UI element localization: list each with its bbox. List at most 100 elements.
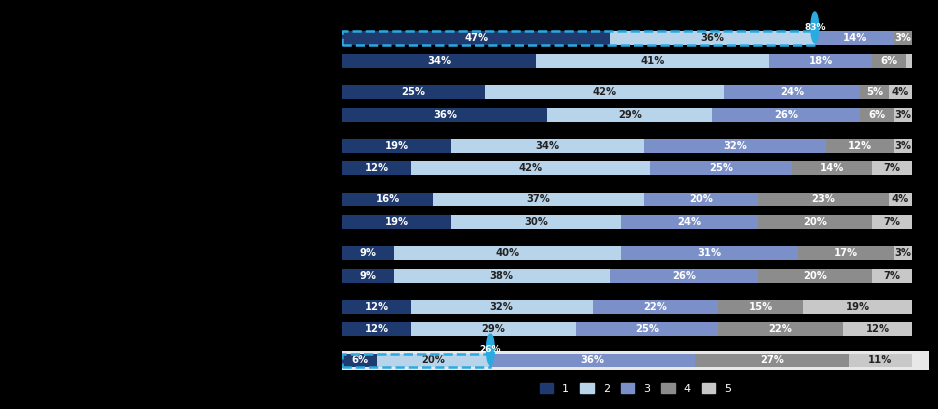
Text: 20%: 20% (803, 217, 826, 227)
Text: 6%: 6% (880, 56, 898, 66)
Bar (547, 108, 712, 122)
Text: 34%: 34% (427, 56, 451, 66)
Text: 3%: 3% (895, 248, 912, 258)
Text: 18%: 18% (809, 56, 833, 66)
Text: 31%: 31% (698, 248, 721, 258)
Text: 12%: 12% (848, 141, 872, 151)
Text: 5%: 5% (866, 87, 883, 97)
Bar (342, 193, 433, 207)
Bar (826, 139, 895, 153)
Text: 15%: 15% (749, 302, 773, 312)
Bar (871, 54, 906, 68)
Text: 7%: 7% (883, 163, 900, 173)
Text: 4%: 4% (891, 195, 909, 204)
Bar (895, 31, 912, 45)
Text: 23%: 23% (811, 195, 835, 204)
Bar (342, 215, 450, 229)
Bar (411, 300, 593, 314)
Bar (610, 269, 758, 283)
Text: 19%: 19% (385, 141, 409, 151)
Text: 29%: 29% (481, 324, 506, 335)
Bar (895, 108, 912, 122)
Text: 36%: 36% (701, 34, 724, 43)
Text: 6%: 6% (351, 355, 368, 366)
Bar (411, 322, 576, 336)
Bar (342, 108, 547, 122)
Bar (895, 246, 912, 260)
Text: 37%: 37% (527, 195, 551, 204)
Bar (342, 322, 411, 336)
Text: 20%: 20% (689, 195, 713, 204)
Bar (895, 139, 912, 153)
Text: 19%: 19% (385, 217, 409, 227)
Text: 9%: 9% (359, 271, 376, 281)
Text: 25%: 25% (401, 87, 426, 97)
Text: 24%: 24% (677, 217, 702, 227)
Text: 12%: 12% (365, 302, 388, 312)
Text: 27%: 27% (760, 355, 784, 366)
Legend: 1, 2, 3, 4, 5: 1, 2, 3, 4, 5 (536, 379, 735, 398)
Bar (621, 246, 797, 260)
Bar (342, 31, 815, 45)
Bar (342, 353, 491, 367)
Text: 26%: 26% (775, 110, 798, 120)
Text: 32%: 32% (723, 141, 747, 151)
Bar (889, 193, 912, 207)
Bar (450, 139, 644, 153)
Text: 7%: 7% (883, 217, 900, 227)
Bar (644, 139, 826, 153)
Bar (342, 351, 929, 370)
Text: 38%: 38% (490, 271, 514, 281)
Text: 42%: 42% (518, 163, 542, 173)
Bar (376, 353, 491, 367)
Text: 20%: 20% (803, 271, 826, 281)
Bar (342, 54, 536, 68)
Text: 20%: 20% (421, 355, 446, 366)
Text: 14%: 14% (820, 163, 844, 173)
Text: 12%: 12% (365, 324, 388, 335)
Text: 26%: 26% (672, 271, 696, 281)
Text: 25%: 25% (635, 324, 658, 335)
Bar (342, 139, 450, 153)
Text: 36%: 36% (432, 110, 457, 120)
Text: 29%: 29% (618, 110, 642, 120)
Bar (342, 246, 394, 260)
Text: 11%: 11% (868, 355, 892, 366)
Bar (843, 322, 912, 336)
Bar (450, 215, 621, 229)
Bar (610, 31, 815, 45)
Text: 4%: 4% (891, 87, 909, 97)
Bar (769, 54, 871, 68)
Text: 41%: 41% (641, 56, 665, 66)
Text: 9%: 9% (359, 248, 376, 258)
Bar (536, 54, 769, 68)
Text: 83%: 83% (804, 23, 825, 32)
Text: 3%: 3% (895, 34, 912, 43)
Text: 22%: 22% (769, 324, 793, 335)
Circle shape (487, 334, 494, 365)
Bar (593, 300, 718, 314)
Text: 3%: 3% (895, 110, 912, 120)
Bar (849, 353, 912, 367)
Bar (758, 215, 871, 229)
Bar (650, 162, 792, 175)
Text: 40%: 40% (495, 248, 520, 258)
Bar (889, 85, 912, 99)
Bar (712, 108, 860, 122)
Bar (342, 353, 376, 367)
Bar (860, 108, 895, 122)
Bar (758, 193, 889, 207)
Bar (815, 31, 895, 45)
Text: Künstliche Intelligenz/Machine Learning: Künstliche Intelligenz/Machine Learning (129, 355, 337, 366)
Bar (758, 269, 871, 283)
Bar (433, 193, 644, 207)
Bar (695, 353, 849, 367)
Bar (342, 300, 411, 314)
Bar (644, 193, 758, 207)
Bar (871, 215, 912, 229)
Circle shape (810, 12, 819, 43)
Bar (792, 162, 871, 175)
Bar (871, 162, 912, 175)
Text: 42%: 42% (592, 87, 616, 97)
Text: 47%: 47% (464, 34, 488, 43)
